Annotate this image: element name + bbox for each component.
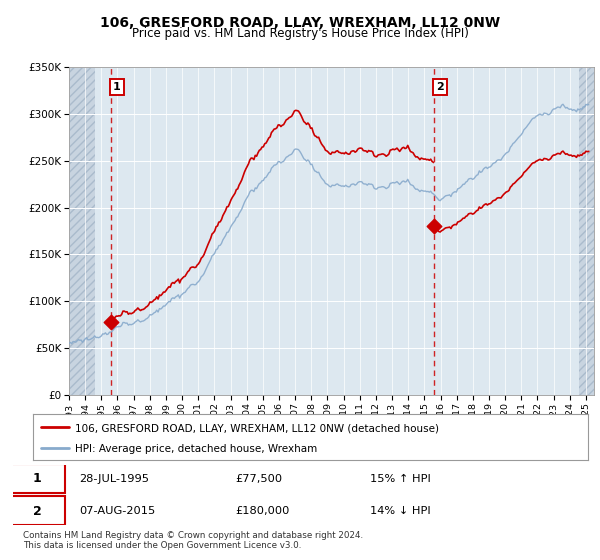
Point [429,222,439,231]
Text: 2: 2 [33,505,42,518]
Text: 14% ↓ HPI: 14% ↓ HPI [370,506,431,516]
Text: 2: 2 [436,82,444,92]
Text: 106, GRESFORD ROAD, LLAY, WREXHAM, LL12 0NW (detached house): 106, GRESFORD ROAD, LLAY, WREXHAM, LL12 … [74,423,439,433]
Text: 1: 1 [33,472,42,485]
Text: 15% ↑ HPI: 15% ↑ HPI [370,474,431,484]
Bar [579,67,594,395]
Text: 07-AUG-2015: 07-AUG-2015 [79,506,155,516]
Text: 106, GRESFORD ROAD, LLAY, WREXHAM, LL12 0NW: 106, GRESFORD ROAD, LLAY, WREXHAM, LL12 … [100,16,500,30]
Text: 28-JUL-1995: 28-JUL-1995 [79,474,149,484]
FancyBboxPatch shape [10,496,65,525]
Text: 1: 1 [113,82,121,92]
FancyBboxPatch shape [10,464,65,493]
Text: HPI: Average price, detached house, Wrexham: HPI: Average price, detached house, Wrex… [74,444,317,454]
Text: £77,500: £77,500 [235,474,282,484]
Bar [69,67,95,395]
Text: Contains HM Land Registry data © Crown copyright and database right 2024.: Contains HM Land Registry data © Crown c… [23,531,363,540]
Text: This data is licensed under the Open Government Licence v3.0.: This data is licensed under the Open Gov… [23,541,301,550]
Text: £180,000: £180,000 [235,506,289,516]
Point [106,318,115,326]
Text: Price paid vs. HM Land Registry's House Price Index (HPI): Price paid vs. HM Land Registry's House … [131,27,469,40]
